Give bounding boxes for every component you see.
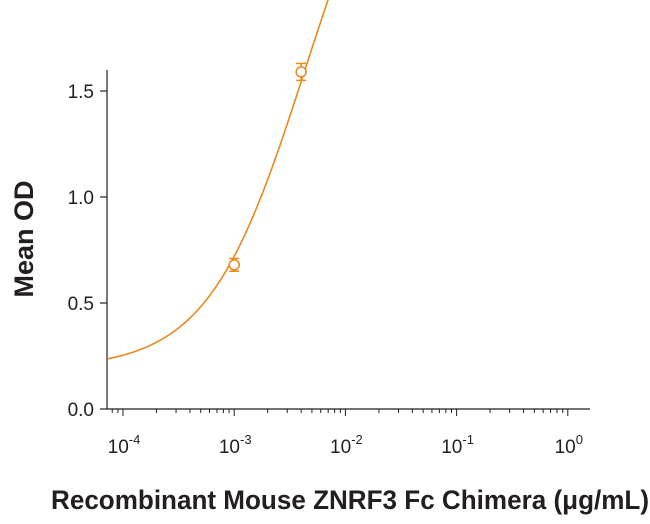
y-tick-label: 0.0 xyxy=(68,400,94,421)
x-tick-label-exponent: -3 xyxy=(240,432,252,447)
point-marker xyxy=(295,66,307,78)
x-tick-label-exponent: -2 xyxy=(351,432,363,447)
x-tick-label: 10-1 xyxy=(441,432,474,458)
x-axis-title: Recombinant Mouse ZNRF3 Fc Chimera (μg/m… xyxy=(51,485,649,515)
x-tick-label: 100 xyxy=(555,432,583,458)
x-tick-label-base: 10 xyxy=(555,437,576,458)
axes xyxy=(106,70,590,410)
x-tick-label: 10-4 xyxy=(108,432,141,458)
x-tick-label-exponent: -1 xyxy=(462,432,474,447)
fit-curve xyxy=(107,0,329,360)
data-points-layer xyxy=(228,62,307,272)
y-tick-label: 1.0 xyxy=(68,188,94,209)
point-marker xyxy=(228,259,240,271)
x-tick-label: 10-2 xyxy=(330,432,363,458)
fit-curve-layer xyxy=(107,0,329,360)
x-ticks: 10-4 10-3 10-2 10-1 100 xyxy=(108,409,583,458)
x-tick-label: 10-3 xyxy=(219,432,252,458)
y-ticks: 0.00.51.01.52.02.53.0 xyxy=(68,82,107,421)
data-point xyxy=(228,257,240,272)
x-tick-label-base: 10 xyxy=(330,437,351,458)
y-axis-title: Mean OD xyxy=(9,180,39,297)
x-tick-label-exponent: -4 xyxy=(129,432,141,447)
x-tick-label-exponent: 0 xyxy=(576,432,583,447)
x-tick-label-base: 10 xyxy=(441,437,462,458)
x-tick-label-base: 10 xyxy=(108,437,129,458)
y-tick-label: 1.5 xyxy=(68,82,94,103)
data-point xyxy=(295,62,307,82)
y-tick-label: 0.5 xyxy=(68,294,94,315)
x-tick-label-base: 10 xyxy=(219,437,240,458)
